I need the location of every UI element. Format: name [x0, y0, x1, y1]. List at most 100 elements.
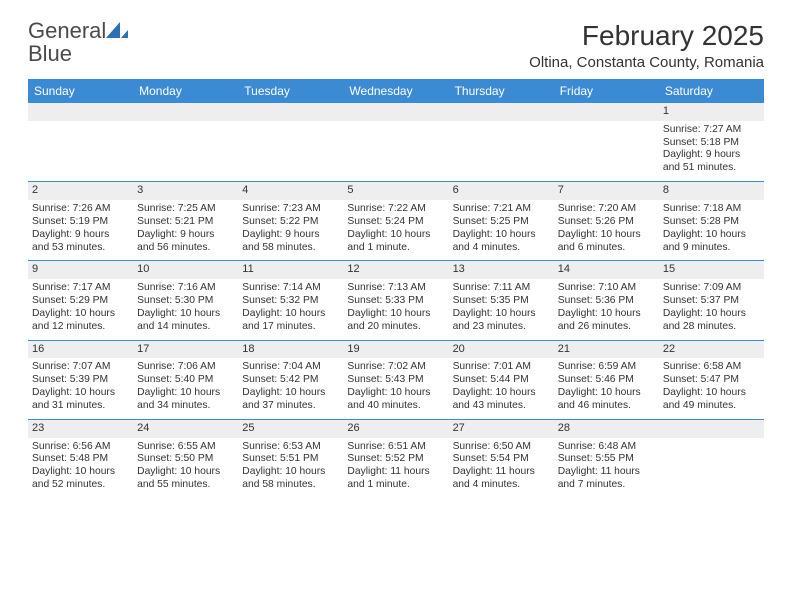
calendar-day: 21Sunrise: 6:59 AMSunset: 5:46 PMDayligh…: [554, 341, 659, 419]
day-number: 16: [28, 341, 133, 359]
sunset-line: Sunset: 5:28 PM: [663, 216, 760, 229]
calendar-weekday-header: Sunday Monday Tuesday Wednesday Thursday…: [28, 79, 764, 103]
calendar-day: 11Sunrise: 7:14 AMSunset: 5:32 PMDayligh…: [238, 261, 343, 339]
calendar-day: 12Sunrise: 7:13 AMSunset: 5:33 PMDayligh…: [343, 261, 448, 339]
day-number: 17: [133, 341, 238, 359]
sunset-line: Sunset: 5:46 PM: [558, 374, 655, 387]
day-number: [343, 103, 448, 121]
sunset-line: Sunset: 5:47 PM: [663, 374, 760, 387]
day-number: 1: [659, 103, 764, 121]
calendar-day: 25Sunrise: 6:53 AMSunset: 5:51 PMDayligh…: [238, 420, 343, 498]
daylight-line-1: Daylight: 10 hours: [242, 466, 339, 479]
sunset-line: Sunset: 5:32 PM: [242, 295, 339, 308]
logo-sail-icon: [106, 22, 128, 38]
day-number: 3: [133, 182, 238, 200]
sunrise-line: Sunrise: 7:10 AM: [558, 282, 655, 295]
calendar-day: 18Sunrise: 7:04 AMSunset: 5:42 PMDayligh…: [238, 341, 343, 419]
sunrise-line: Sunrise: 7:21 AM: [453, 203, 550, 216]
day-number: 6: [449, 182, 554, 200]
calendar-day: [28, 103, 133, 181]
daylight-line-2: and 4 minutes.: [453, 479, 550, 492]
sunset-line: Sunset: 5:52 PM: [347, 453, 444, 466]
sunset-line: Sunset: 5:36 PM: [558, 295, 655, 308]
sunrise-line: Sunrise: 6:51 AM: [347, 441, 444, 454]
calendar-day: 7Sunrise: 7:20 AMSunset: 5:26 PMDaylight…: [554, 182, 659, 260]
sunset-line: Sunset: 5:22 PM: [242, 216, 339, 229]
page-subtitle: Oltina, Constanta County, Romania: [529, 54, 764, 71]
daylight-line-1: Daylight: 10 hours: [32, 308, 129, 321]
daylight-line-2: and 1 minute.: [347, 242, 444, 255]
calendar-day: 1Sunrise: 7:27 AMSunset: 5:18 PMDaylight…: [659, 103, 764, 181]
daylight-line-1: Daylight: 10 hours: [453, 387, 550, 400]
sunrise-line: Sunrise: 7:11 AM: [453, 282, 550, 295]
day-number: 9: [28, 261, 133, 279]
sunrise-line: Sunrise: 7:13 AM: [347, 282, 444, 295]
sunset-line: Sunset: 5:55 PM: [558, 453, 655, 466]
sunrise-line: Sunrise: 6:50 AM: [453, 441, 550, 454]
sunset-line: Sunset: 5:21 PM: [137, 216, 234, 229]
daylight-line-2: and 46 minutes.: [558, 400, 655, 413]
daylight-line-1: Daylight: 10 hours: [347, 387, 444, 400]
sunrise-line: Sunrise: 7:02 AM: [347, 361, 444, 374]
weekday-sat: Saturday: [659, 79, 764, 103]
day-number: 2: [28, 182, 133, 200]
sunrise-line: Sunrise: 7:20 AM: [558, 203, 655, 216]
daylight-line-2: and 9 minutes.: [663, 242, 760, 255]
daylight-line-1: Daylight: 9 hours: [137, 229, 234, 242]
weekday-wed: Wednesday: [343, 79, 448, 103]
weekday-thu: Thursday: [449, 79, 554, 103]
daylight-line-2: and 31 minutes.: [32, 400, 129, 413]
daylight-line-1: Daylight: 9 hours: [32, 229, 129, 242]
sunset-line: Sunset: 5:24 PM: [347, 216, 444, 229]
day-number: 28: [554, 420, 659, 438]
calendar-week: 2Sunrise: 7:26 AMSunset: 5:19 PMDaylight…: [28, 182, 764, 261]
calendar-day: 13Sunrise: 7:11 AMSunset: 5:35 PMDayligh…: [449, 261, 554, 339]
calendar-day: 6Sunrise: 7:21 AMSunset: 5:25 PMDaylight…: [449, 182, 554, 260]
logo-text-wrap: General Blue: [28, 20, 128, 66]
sunrise-line: Sunrise: 6:55 AM: [137, 441, 234, 454]
daylight-line-2: and 23 minutes.: [453, 321, 550, 334]
day-number: 24: [133, 420, 238, 438]
day-number: 14: [554, 261, 659, 279]
sunset-line: Sunset: 5:39 PM: [32, 374, 129, 387]
daylight-line-1: Daylight: 10 hours: [558, 229, 655, 242]
daylight-line-2: and 14 minutes.: [137, 321, 234, 334]
calendar-day: 28Sunrise: 6:48 AMSunset: 5:55 PMDayligh…: [554, 420, 659, 498]
sunset-line: Sunset: 5:43 PM: [347, 374, 444, 387]
calendar-day: 9Sunrise: 7:17 AMSunset: 5:29 PMDaylight…: [28, 261, 133, 339]
day-number: [554, 103, 659, 121]
sunset-line: Sunset: 5:44 PM: [453, 374, 550, 387]
day-number: [133, 103, 238, 121]
sunrise-line: Sunrise: 7:23 AM: [242, 203, 339, 216]
calendar-week: 16Sunrise: 7:07 AMSunset: 5:39 PMDayligh…: [28, 341, 764, 420]
daylight-line-2: and 43 minutes.: [453, 400, 550, 413]
calendar-day: 19Sunrise: 7:02 AMSunset: 5:43 PMDayligh…: [343, 341, 448, 419]
sunset-line: Sunset: 5:51 PM: [242, 453, 339, 466]
calendar-day: 20Sunrise: 7:01 AMSunset: 5:44 PMDayligh…: [449, 341, 554, 419]
calendar-day: 24Sunrise: 6:55 AMSunset: 5:50 PMDayligh…: [133, 420, 238, 498]
calendar-day: [659, 420, 764, 498]
daylight-line-1: Daylight: 10 hours: [558, 308, 655, 321]
calendar-day: 16Sunrise: 7:07 AMSunset: 5:39 PMDayligh…: [28, 341, 133, 419]
calendar-day: 17Sunrise: 7:06 AMSunset: 5:40 PMDayligh…: [133, 341, 238, 419]
sunrise-line: Sunrise: 7:26 AM: [32, 203, 129, 216]
logo-word1: General: [28, 18, 106, 43]
sunrise-line: Sunrise: 7:09 AM: [663, 282, 760, 295]
daylight-line-1: Daylight: 10 hours: [32, 466, 129, 479]
daylight-line-1: Daylight: 10 hours: [347, 229, 444, 242]
daylight-line-1: Daylight: 10 hours: [32, 387, 129, 400]
calendar-day: 27Sunrise: 6:50 AMSunset: 5:54 PMDayligh…: [449, 420, 554, 498]
calendar-day: [449, 103, 554, 181]
logo: General Blue: [28, 20, 128, 66]
sunrise-line: Sunrise: 6:53 AM: [242, 441, 339, 454]
sunrise-line: Sunrise: 7:17 AM: [32, 282, 129, 295]
calendar-day: [238, 103, 343, 181]
calendar-page: General Blue February 2025 Oltina, Const…: [0, 0, 792, 518]
day-number: 20: [449, 341, 554, 359]
sunset-line: Sunset: 5:50 PM: [137, 453, 234, 466]
sunset-line: Sunset: 5:40 PM: [137, 374, 234, 387]
daylight-line-2: and 4 minutes.: [453, 242, 550, 255]
sunset-line: Sunset: 5:26 PM: [558, 216, 655, 229]
daylight-line-1: Daylight: 10 hours: [663, 387, 760, 400]
weekday-sun: Sunday: [28, 79, 133, 103]
